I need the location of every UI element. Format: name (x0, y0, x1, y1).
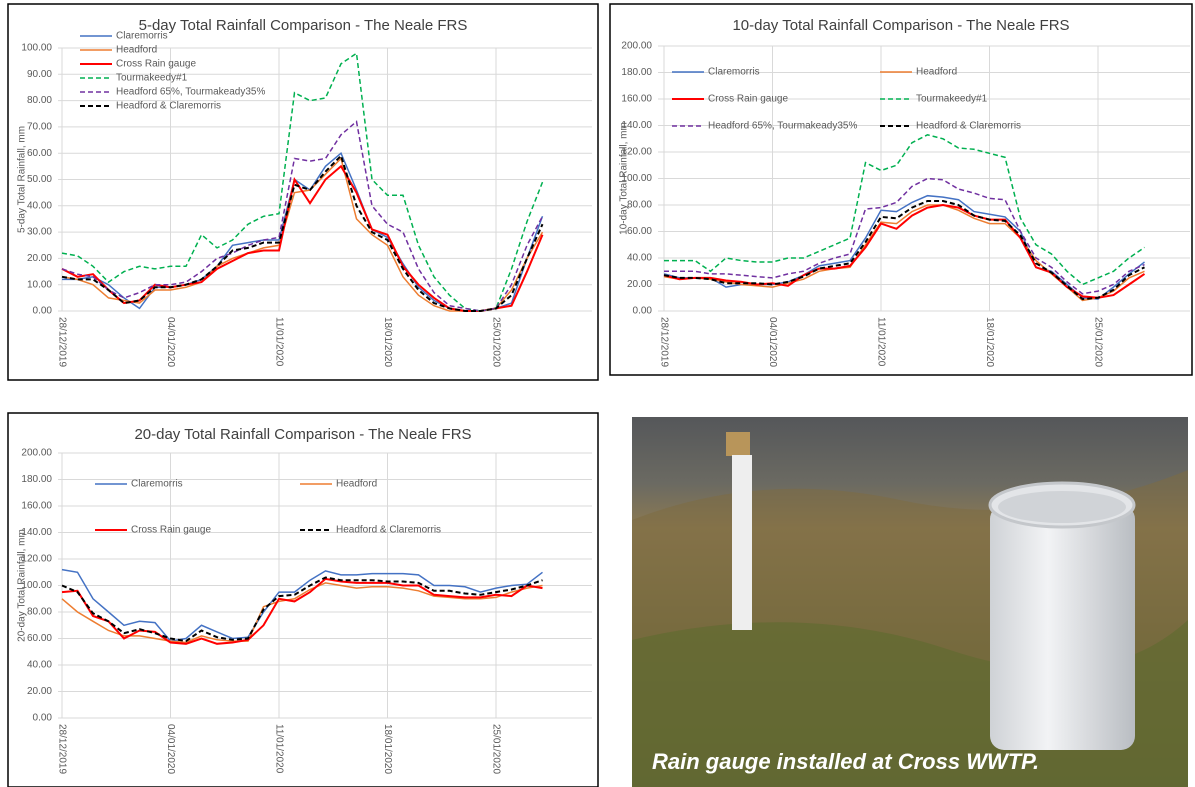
y-tick-label: 10.00 (27, 279, 52, 290)
legend-label: Cross Rain gauge (116, 59, 196, 70)
y-tick-label: 60.00 (627, 226, 652, 237)
page: Rain gauge installed at Cross WWTP. 5-da… (0, 0, 1195, 787)
y-tick-label: 100.00 (21, 580, 52, 591)
chart: 20-day Total Rainfall Comparison - The N… (8, 413, 598, 787)
y-tick-label: 90.00 (27, 69, 52, 80)
x-tick-label: 25/01/2020 (490, 317, 501, 367)
chart: 5-day Total Rainfall Comparison - The Ne… (8, 4, 598, 380)
x-tick-label: 28/12/2019 (658, 317, 669, 367)
y-tick-label: 200.00 (621, 41, 652, 52)
chart-title: 5-day Total Rainfall Comparison - The Ne… (139, 17, 468, 34)
y-tick-label: 0.00 (633, 306, 653, 317)
x-tick-label: 28/12/2019 (56, 317, 67, 367)
post (732, 455, 752, 630)
y-tick-label: 70.00 (27, 122, 52, 133)
legend-label: Headford & Claremorris (916, 121, 1021, 132)
y-tick-label: 60.00 (27, 148, 52, 159)
legend-label: Headford (116, 45, 157, 56)
y-tick-label: 40.00 (627, 253, 652, 264)
legend-label: Claremorris (131, 479, 183, 490)
y-tick-label: 100.00 (621, 173, 652, 184)
photo: Rain gauge installed at Cross WWTP. (632, 417, 1188, 787)
legend-label: Headford & Claremorris (116, 101, 221, 112)
x-tick-label: 04/01/2020 (165, 317, 176, 367)
y-tick-label: 0.00 (33, 306, 53, 317)
y-tick-label: 120.00 (21, 554, 52, 565)
y-tick-label: 40.00 (27, 660, 52, 671)
y-tick-label: 20.00 (27, 253, 52, 264)
chart: 10-day Total Rainfall Comparison - The N… (610, 4, 1192, 375)
x-tick-label: 04/01/2020 (767, 317, 778, 367)
y-tick-label: 200.00 (21, 448, 52, 459)
legend-label: Tourmakeedy#1 (916, 94, 988, 105)
legend-label: Claremorris (116, 31, 168, 42)
x-tick-label: 28/12/2019 (56, 724, 67, 774)
y-tick-label: 0.00 (33, 713, 53, 724)
legend-label: Cross Rain gauge (708, 94, 788, 105)
rain-gauge (990, 505, 1135, 750)
y-tick-label: 20.00 (627, 279, 652, 290)
y-tick-label: 20.00 (27, 686, 52, 697)
chart-frame (8, 413, 598, 787)
x-tick-label: 25/01/2020 (490, 724, 501, 774)
figure: Rain gauge installed at Cross WWTP. 5-da… (0, 0, 1195, 787)
legend-label: Headford (336, 479, 377, 490)
y-tick-label: 180.00 (21, 474, 52, 485)
y-tick-label: 30.00 (27, 227, 52, 238)
chart-title: 10-day Total Rainfall Comparison - The N… (732, 17, 1069, 34)
y-tick-label: 100.00 (21, 43, 52, 54)
y-tick-label: 50.00 (27, 174, 52, 185)
photo-caption: Rain gauge installed at Cross WWTP. (652, 749, 1039, 774)
x-tick-label: 25/01/2020 (1092, 317, 1103, 367)
y-tick-label: 60.00 (27, 633, 52, 644)
legend-label: Headford 65%, Tourmakeady35% (116, 87, 265, 98)
x-tick-label: 11/01/2020 (273, 724, 284, 774)
y-tick-label: 160.00 (21, 501, 52, 512)
x-tick-label: 18/01/2020 (382, 724, 393, 774)
y-tick-label: 80.00 (27, 95, 52, 106)
y-tick-label: 80.00 (627, 200, 652, 211)
y-tick-label: 40.00 (27, 200, 52, 211)
y-tick-label: 160.00 (621, 94, 652, 105)
rain-gauge-funnel (998, 491, 1126, 523)
legend-label: Headford & Claremorris (336, 525, 441, 536)
y-tick-label: 120.00 (621, 147, 652, 158)
x-tick-label: 11/01/2020 (875, 317, 886, 367)
y-tick-label: 140.00 (621, 120, 652, 131)
y-tick-label: 80.00 (27, 607, 52, 618)
legend-label: Claremorris (708, 67, 760, 78)
legend-label: Headford 65%, Tourmakeady35% (708, 121, 857, 132)
legend-label: Cross Rain gauge (131, 525, 211, 536)
legend-label: Headford (916, 67, 957, 78)
chart-frame (610, 4, 1192, 375)
y-tick-label: 140.00 (21, 527, 52, 538)
y-tick-label: 180.00 (621, 67, 652, 78)
x-tick-label: 18/01/2020 (984, 317, 995, 367)
x-tick-label: 18/01/2020 (382, 317, 393, 367)
chart-title: 20-day Total Rainfall Comparison - The N… (134, 426, 471, 443)
legend-label: Tourmakeedy#1 (116, 73, 188, 84)
x-tick-label: 11/01/2020 (273, 317, 284, 367)
x-tick-label: 04/01/2020 (165, 724, 176, 774)
post-cap (726, 432, 750, 456)
